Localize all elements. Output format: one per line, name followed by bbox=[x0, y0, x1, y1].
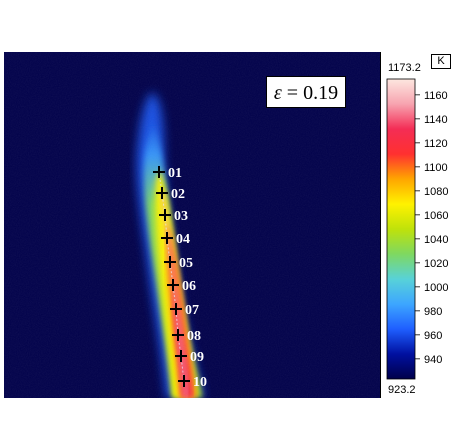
emissivity-label: ε = 0.19 bbox=[266, 76, 346, 108]
measurement-point-label: 06 bbox=[182, 279, 196, 294]
measurement-point-label: 09 bbox=[190, 350, 204, 365]
temperature-colorbar: 1173.2 923.2 940 960 980 1000 1020 1040 1060 10… bbox=[386, 62, 448, 396]
emissivity-symbol: ε bbox=[273, 82, 282, 104]
colorbar-tick-label: 1100 bbox=[424, 162, 448, 174]
measurement-point-label: 05 bbox=[179, 256, 193, 271]
emissivity-value: = 0.19 bbox=[281, 82, 339, 104]
colorbar-tick-label: 940 bbox=[424, 354, 442, 366]
colorbar-tick-label: 1120 bbox=[424, 138, 448, 150]
unit-label: K bbox=[431, 54, 451, 69]
colorbar-min-label: 923.2 bbox=[388, 384, 416, 396]
measurement-point: 04 bbox=[161, 232, 190, 247]
measurement-point-label: 02 bbox=[171, 187, 185, 202]
measurement-point: 09 bbox=[175, 350, 204, 365]
colorbar-tick-label: 1160 bbox=[424, 90, 448, 102]
measurement-point: 02 bbox=[156, 187, 185, 202]
measurement-point: 01 bbox=[153, 166, 182, 181]
colorbar-tick-label: 960 bbox=[424, 330, 442, 342]
colorbar-tick-label: 980 bbox=[424, 306, 442, 318]
colorbar-tick-label: 1020 bbox=[424, 258, 448, 270]
measurement-point: 03 bbox=[159, 209, 188, 224]
measurement-point: 08 bbox=[172, 329, 201, 344]
colorbar-gradient bbox=[386, 78, 416, 380]
hot-jet-plume bbox=[4, 52, 380, 398]
measurement-point: 10 bbox=[178, 375, 207, 390]
thermal-image: 01 02 03 04 05 06 07 08 09 10 bbox=[4, 52, 380, 398]
measurement-point-label: 01 bbox=[168, 166, 182, 181]
measurement-point: 05 bbox=[164, 256, 193, 271]
measurement-point-label: 04 bbox=[176, 232, 190, 247]
measurement-point-label: 10 bbox=[193, 375, 207, 390]
measurement-point: 06 bbox=[167, 279, 196, 294]
measurement-point-label: 07 bbox=[185, 303, 199, 318]
measurement-axis-line bbox=[158, 171, 185, 382]
colorbar-tick-label: 1060 bbox=[424, 210, 448, 222]
measurement-point-label: 03 bbox=[174, 209, 188, 224]
colorbar-max-label: 1173.2 bbox=[388, 62, 421, 74]
measurement-point: 07 bbox=[170, 303, 199, 318]
colorbar-tick-label: 1040 bbox=[424, 234, 448, 246]
measurement-point-label: 08 bbox=[187, 329, 201, 344]
colorbar-tick-label: 1140 bbox=[424, 114, 448, 126]
colorbar-tick-label: 1080 bbox=[424, 186, 448, 198]
colorbar-tick-label: 1000 bbox=[424, 282, 448, 294]
